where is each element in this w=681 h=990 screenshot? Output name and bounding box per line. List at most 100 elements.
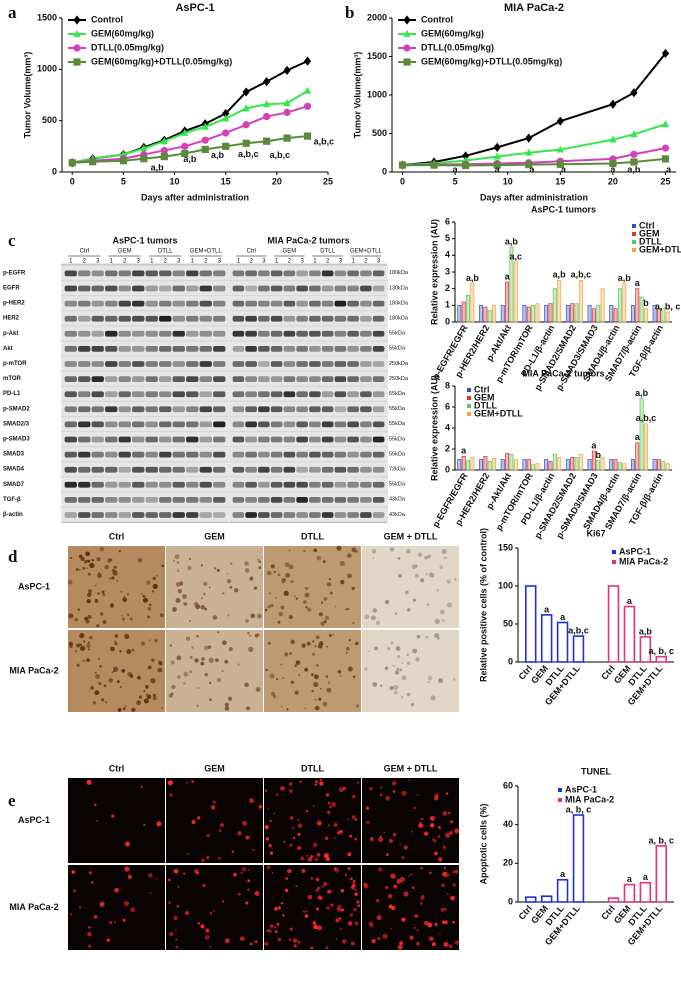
blot-band: [283, 376, 296, 382]
cell: [119, 649, 122, 653]
blot-band: [372, 361, 385, 367]
bar: [487, 461, 492, 471]
cell: [287, 868, 292, 874]
blot-band: [159, 406, 172, 413]
y-tick-label: 40: [503, 819, 513, 829]
blot-band: [258, 497, 270, 503]
annotation: a,b,c: [571, 270, 592, 280]
bar: [557, 279, 562, 323]
blot-lane: 2: [83, 259, 87, 265]
cell: [94, 671, 97, 674]
cell: [307, 894, 313, 900]
y-tick-label: 50: [503, 618, 513, 628]
annotation: a,b,c: [568, 626, 589, 636]
annotation: a,b: [211, 150, 225, 160]
blot-band: [91, 512, 104, 518]
blot-band: [145, 451, 158, 458]
bar: [613, 459, 618, 471]
blot-band: [145, 481, 158, 488]
blot-band: [321, 481, 334, 488]
blot-band: [283, 481, 296, 488]
blot-strip: [230, 341, 387, 356]
cell: [176, 569, 180, 572]
blot-band: [309, 361, 321, 367]
cell: [417, 552, 423, 557]
cell: [347, 866, 351, 871]
cell: [427, 681, 430, 684]
blot-band: [360, 421, 372, 428]
bar: [630, 304, 635, 323]
y-tick-label: 2000: [367, 12, 387, 22]
y-tick-label: 100: [498, 580, 513, 590]
blot-band: [360, 330, 372, 337]
cell: [289, 652, 292, 655]
blot-lane: 1: [351, 259, 355, 265]
cell: [88, 926, 91, 929]
y-tick-label: 0: [445, 316, 450, 326]
blot-band: [360, 451, 372, 458]
cell: [399, 668, 402, 672]
bar: [587, 304, 592, 323]
cell: [316, 852, 321, 857]
legend-label: AsPC-1: [619, 546, 651, 556]
blot-band: [270, 300, 283, 307]
cell: [118, 549, 121, 553]
blot-band: [105, 391, 118, 398]
marker: [181, 142, 189, 150]
bar: [556, 878, 569, 903]
blot-band: [64, 361, 77, 367]
bar: [578, 453, 583, 471]
blot-band: [296, 512, 308, 518]
cell: [250, 576, 254, 580]
cell: [109, 920, 113, 925]
cell: [266, 865, 271, 870]
cell: [127, 874, 133, 879]
blot-condition: GEM: [283, 249, 297, 255]
cell: [345, 647, 350, 651]
cell: [130, 907, 136, 913]
marker: [160, 146, 168, 155]
cell: [301, 868, 306, 873]
blot-band: [105, 512, 118, 518]
blot-band: [232, 285, 245, 292]
cell: [364, 667, 368, 671]
annotation: a: [666, 164, 672, 174]
blot-band: [159, 270, 172, 277]
cell: [347, 818, 350, 821]
cell: [265, 789, 268, 792]
image-row-label: AsPC-1: [18, 581, 50, 591]
cell: [87, 559, 91, 563]
cell: [410, 873, 413, 876]
cell: [143, 689, 146, 693]
cell: [209, 681, 212, 685]
cell: [339, 579, 345, 585]
x-tick-label: 25: [660, 176, 670, 186]
cell: [454, 828, 460, 834]
cell: [86, 567, 88, 570]
cell: [152, 696, 157, 701]
cell: [369, 786, 373, 791]
blot-band: [232, 346, 245, 352]
cell: [431, 943, 435, 946]
blot-band: [118, 346, 131, 352]
marker: [242, 139, 250, 147]
cell: [278, 611, 283, 617]
blot-band: [64, 512, 77, 518]
cell: [314, 674, 319, 680]
x-axis-label: Days after administration: [141, 192, 249, 202]
cell: [204, 934, 210, 940]
cell: [224, 702, 229, 707]
blot-band: [347, 497, 359, 503]
cell: [249, 942, 253, 946]
bar: [607, 897, 620, 903]
blot-band: [159, 391, 172, 398]
cell: [350, 941, 355, 946]
blot-band: [372, 512, 385, 518]
blot-band: [132, 466, 145, 473]
blot-band: [91, 406, 104, 413]
cell: [282, 914, 285, 917]
blot-band: [186, 481, 199, 488]
image-column-label: Ctrl: [109, 531, 125, 541]
cell: [82, 659, 85, 663]
blot-band: [199, 361, 212, 367]
